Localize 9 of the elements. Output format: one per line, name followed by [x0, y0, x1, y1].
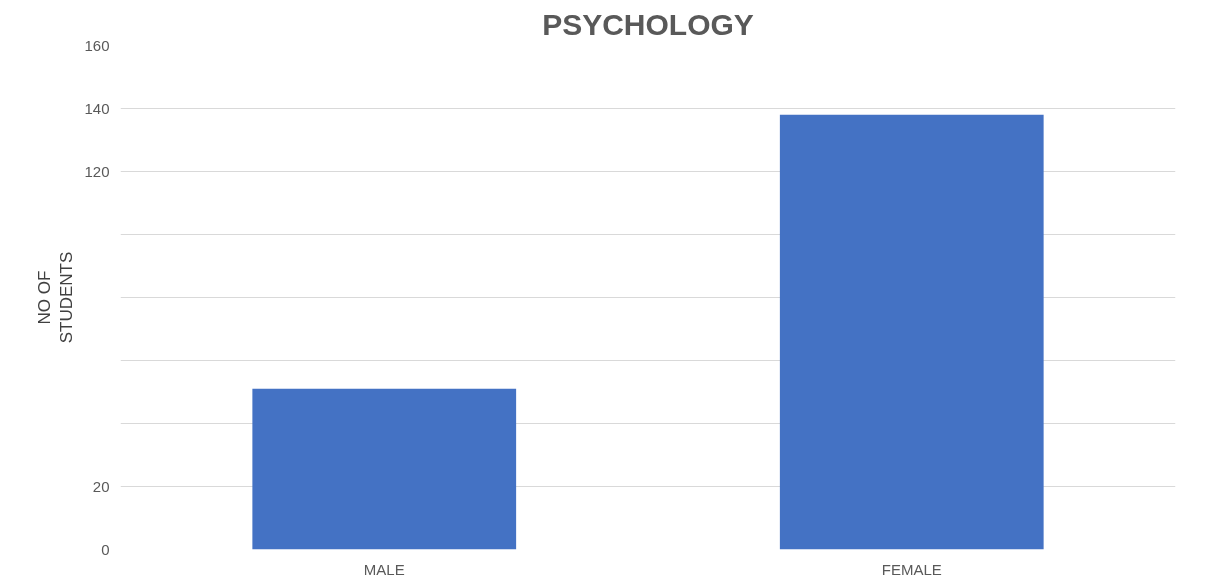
y-tick-label: 160 [84, 36, 110, 54]
x-tick-label: MALE [363, 560, 405, 578]
y-tick-label: 0 [101, 540, 110, 558]
chart-title: PSYCHOLOGY [542, 7, 754, 41]
x-tick-label: FEMALE [881, 560, 942, 578]
y-tick-label: 20 [92, 477, 110, 495]
y-tick-label: 120 [84, 162, 110, 180]
y-tick-label: 140 [84, 99, 110, 117]
y-axis-title: NO OF STUDENTS [34, 251, 77, 344]
